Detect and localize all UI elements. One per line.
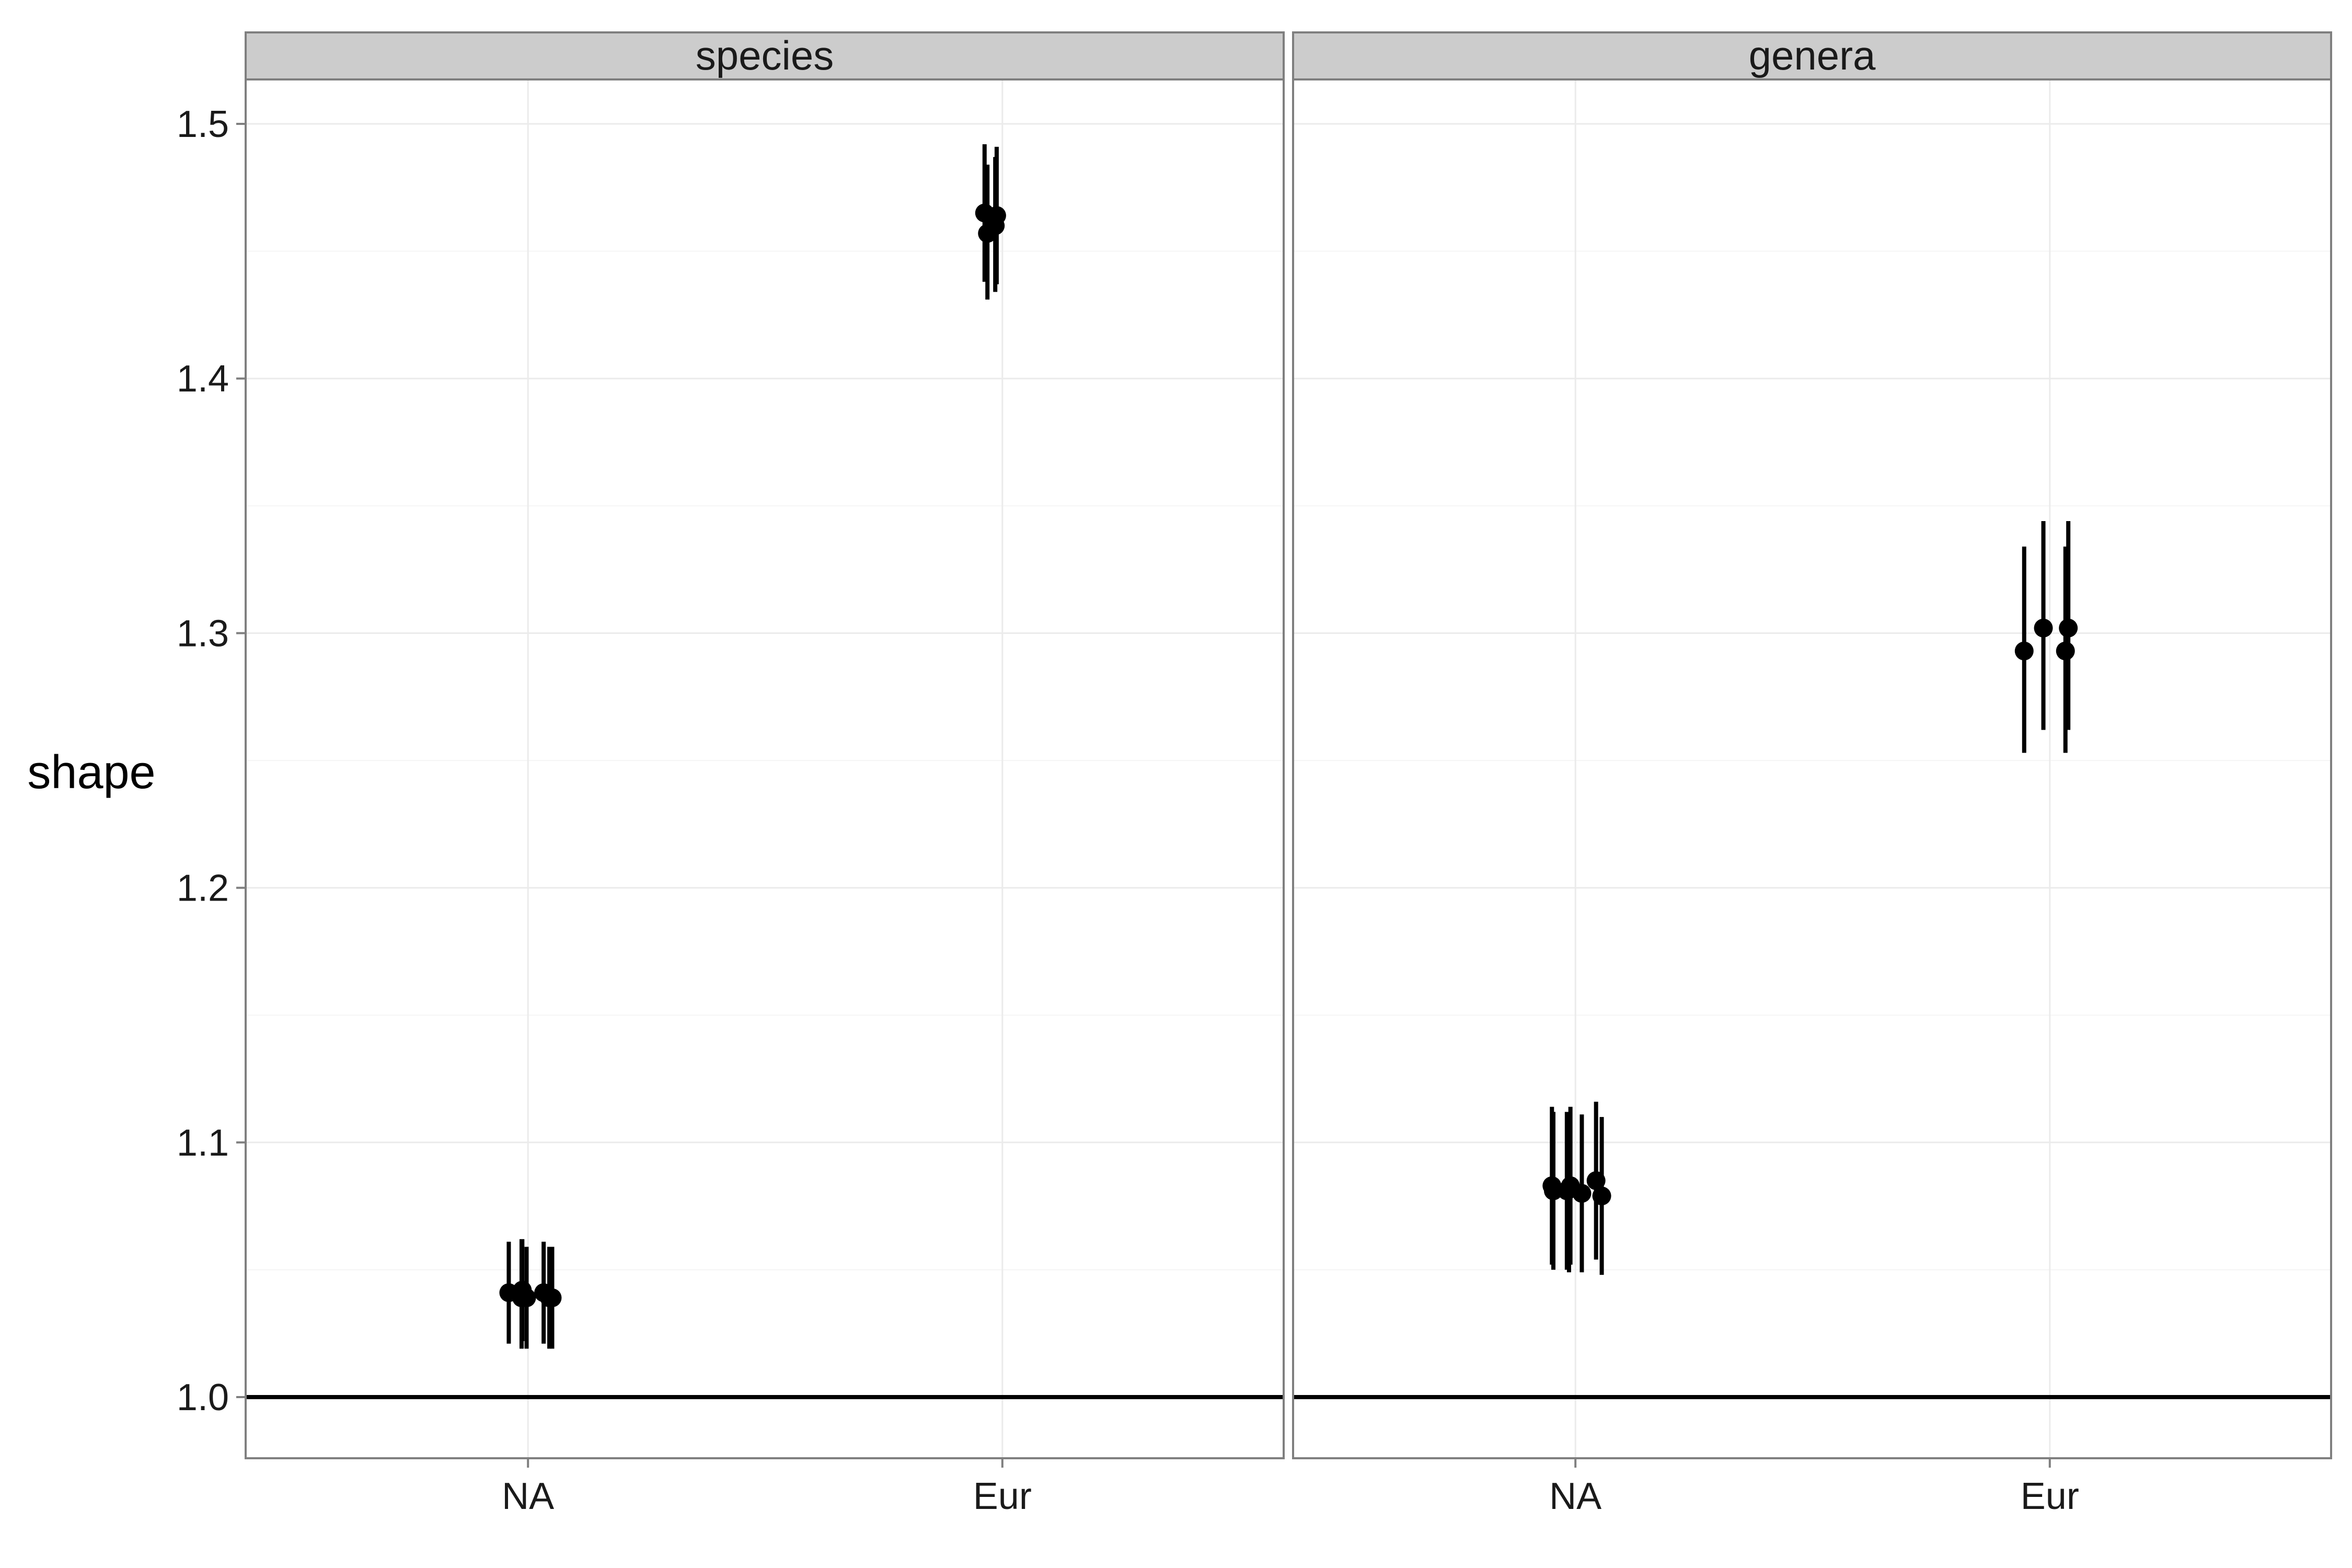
x-tick-label: Eur <box>2021 1475 2079 1517</box>
y-tick-label: 1.1 <box>177 1122 229 1164</box>
y-axis: 1.0 1.1 1.2 1.3 1.4 1.5 <box>177 103 246 1419</box>
y-tick-label: 1.3 <box>177 613 229 654</box>
panel-background <box>1293 79 2331 1458</box>
y-tick-label: 1.5 <box>177 103 229 145</box>
data-point <box>2034 618 2053 638</box>
data-point <box>2014 641 2034 661</box>
y-tick-label: 1.2 <box>177 868 229 909</box>
panel-species: species NA Eur <box>245 31 1285 1517</box>
y-tick-label: 1.4 <box>177 358 229 400</box>
y-axis-title: shape <box>27 746 155 799</box>
panel-background <box>246 79 1284 1458</box>
strip-label: genera <box>1749 32 1876 78</box>
data-point <box>517 1288 536 1307</box>
panel-genera: genera NA Eur <box>1292 31 2332 1517</box>
data-point <box>987 206 1006 225</box>
x-tick-label: NA <box>502 1475 554 1517</box>
strip-background <box>245 31 1285 80</box>
strip-background <box>1292 31 2332 80</box>
x-tick-label: Eur <box>973 1475 1032 1517</box>
data-point <box>1592 1186 1611 1206</box>
data-point <box>1572 1184 1592 1203</box>
data-point <box>1543 1181 1563 1201</box>
strip-label: species <box>696 32 834 78</box>
data-point <box>543 1288 562 1307</box>
data-point <box>2056 641 2075 661</box>
y-tick-label: 1.0 <box>177 1377 229 1419</box>
x-tick-label: NA <box>1549 1475 1601 1517</box>
data-point <box>2059 618 2078 638</box>
